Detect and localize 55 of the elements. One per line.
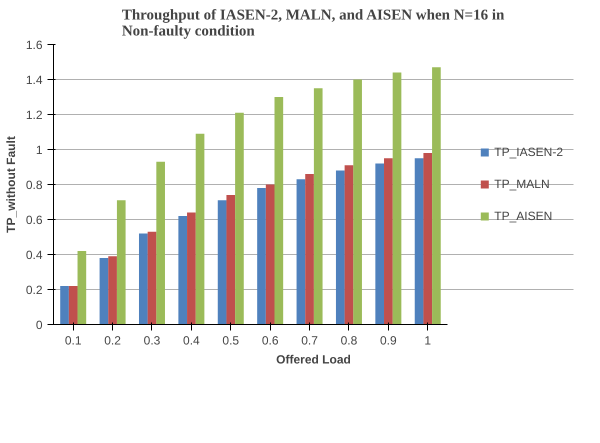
x-tick-label: 0.7 — [301, 334, 318, 348]
bar — [266, 184, 274, 324]
bar — [392, 72, 402, 324]
x-tick-label: 0.4 — [183, 334, 200, 348]
bar — [423, 153, 432, 324]
bar — [414, 158, 424, 324]
bar — [274, 97, 284, 324]
bar — [60, 286, 69, 324]
bar — [68, 286, 78, 324]
bar — [257, 188, 266, 324]
x-tick-label: 1 — [424, 334, 432, 348]
y-tick-label: 0 — [36, 318, 43, 332]
bar — [344, 165, 354, 324]
bar — [235, 112, 244, 324]
y-tick-label: 1 — [36, 143, 43, 157]
bar — [196, 134, 204, 324]
bar — [432, 67, 441, 324]
bar — [336, 170, 345, 324]
bar — [187, 212, 196, 324]
bar — [375, 164, 384, 324]
chart-title: Throughput of IASEN-2, MALN, and AISEN when N=16 in Non-faulty condition — [122, 8, 506, 40]
bar — [148, 232, 156, 324]
x-tick-label: 0.2 — [104, 334, 122, 348]
bar — [353, 80, 362, 324]
x-axis-title: Offered Load — [276, 352, 351, 366]
bar — [305, 174, 314, 324]
bar — [156, 162, 165, 324]
bar — [218, 200, 226, 324]
x-tick-label: 0.9 — [380, 334, 398, 348]
bar — [178, 216, 188, 324]
bar — [314, 88, 323, 324]
bar — [384, 158, 393, 324]
bar — [100, 258, 108, 324]
x-tick-label: 0.6 — [262, 334, 279, 348]
bar — [226, 195, 236, 324]
y-tick-label: 0.4 — [26, 248, 43, 262]
y-tick-label: 0.6 — [26, 213, 43, 227]
bar — [138, 234, 148, 324]
bar — [108, 256, 117, 324]
legend-label: TP_MALN — [494, 177, 550, 191]
bar — [78, 251, 86, 324]
y-tick-label: 0.8 — [26, 178, 43, 192]
x-tick-label: 0.1 — [64, 334, 82, 348]
bar — [296, 179, 306, 324]
x-tick-label: 0.8 — [340, 334, 358, 348]
legend-label: TP_AISEN — [494, 209, 552, 223]
y-axis-title: TP_without Fault — [4, 136, 18, 233]
legend-label: TP_IASEN-2 — [494, 145, 563, 159]
y-tick-label: 1.4 — [26, 73, 43, 87]
x-tick-label: 0.5 — [222, 334, 240, 348]
y-tick-label: 1.2 — [26, 108, 43, 122]
x-tick-label: 0.3 — [144, 334, 161, 348]
y-tick-label: 1.6 — [26, 38, 43, 52]
y-tick-label: 0.2 — [26, 283, 43, 297]
bar — [116, 200, 126, 324]
